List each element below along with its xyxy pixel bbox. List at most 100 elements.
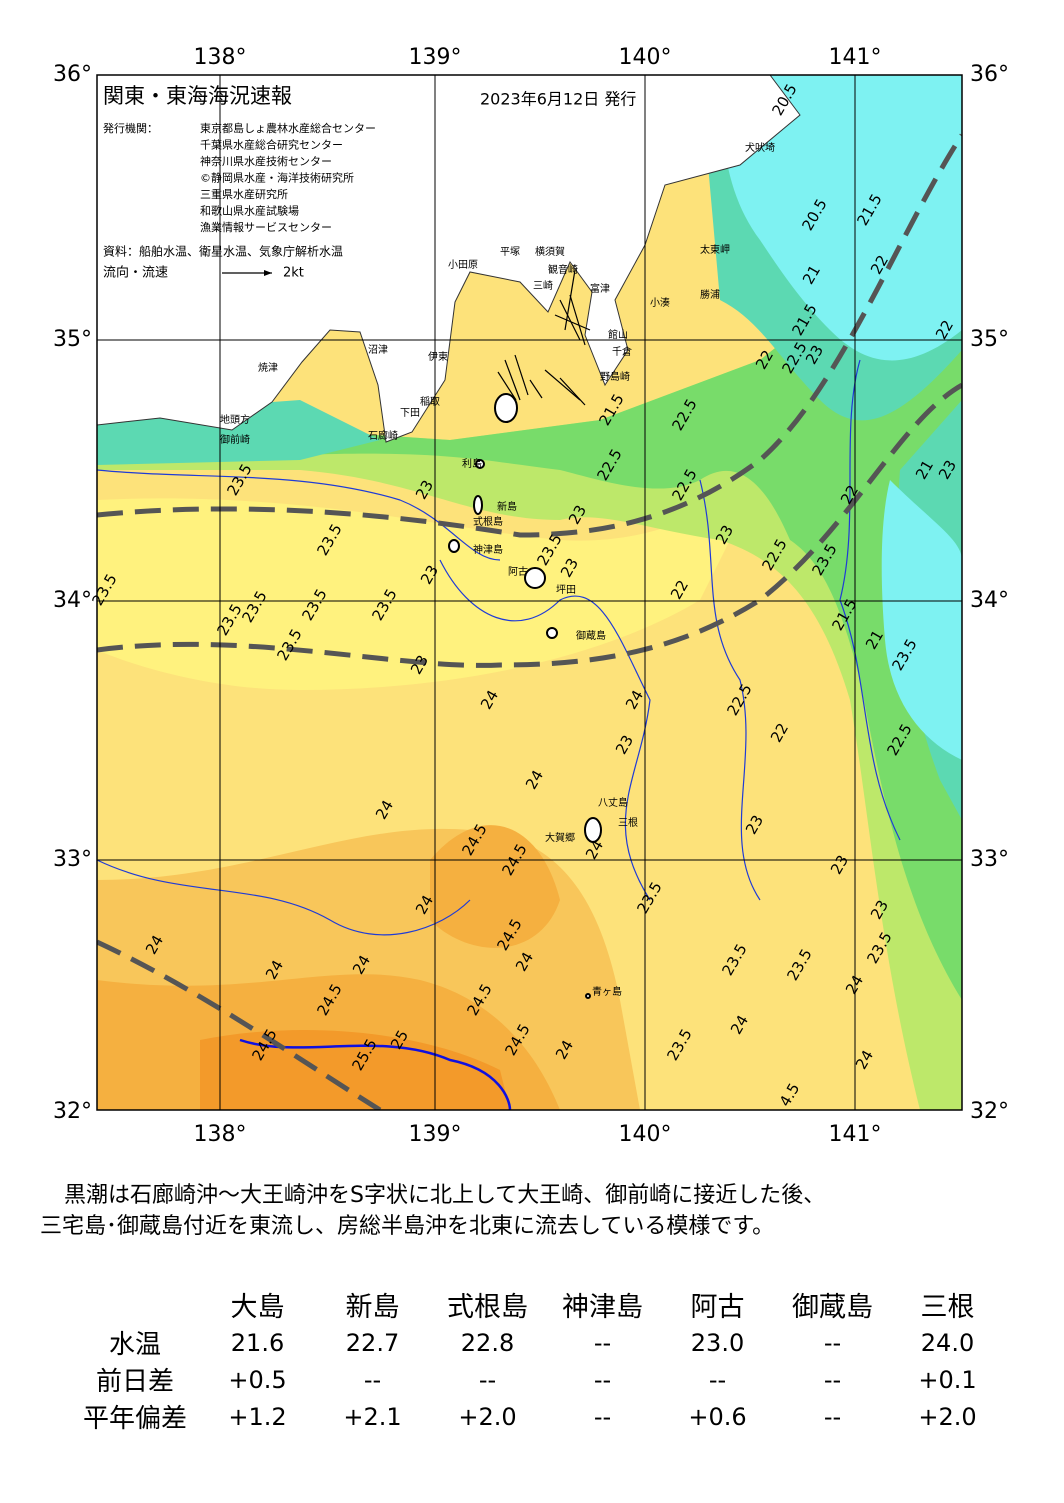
column-header: 阿古: [690, 1292, 745, 1323]
table-cell: --: [823, 1402, 842, 1431]
table-cell: --: [823, 1365, 842, 1394]
table-cell: +2.0: [918, 1402, 977, 1431]
table-cell: --: [478, 1365, 497, 1394]
table-cell: +2.1: [343, 1402, 402, 1431]
table-cell: +0.5: [228, 1365, 287, 1394]
place-name: 富津: [590, 282, 610, 295]
table-cell: 23.0: [690, 1328, 745, 1357]
table-cell: --: [363, 1365, 382, 1394]
latitude-label: 34°: [970, 588, 1009, 613]
place-name: 焼津: [258, 362, 278, 374]
row-label: 水温: [108, 1330, 161, 1360]
place-name: 野島崎: [600, 370, 630, 383]
table-cell: 24.0: [920, 1328, 975, 1357]
table-cell: +0.1: [918, 1365, 977, 1394]
table-cell: --: [593, 1328, 612, 1357]
issuer: 千葉県水産総合研究センター: [200, 138, 343, 152]
latitude-label: 32°: [53, 1099, 92, 1124]
place-name: 大賀郷: [545, 831, 575, 844]
table-cell: +1.2: [228, 1402, 287, 1431]
flow-legend-scale: 2kt: [283, 266, 304, 281]
latitude-label: 33°: [53, 847, 92, 872]
latitude-label: 36°: [970, 62, 1009, 87]
issuer: 東京都島しょ農林水産総合センター: [200, 121, 376, 135]
place-name: 利島: [462, 457, 482, 470]
summary-line: 黒潮は石廊崎沖～大王崎沖をS字状に北上して大王崎、御前崎に接近した後、: [64, 1183, 826, 1208]
place-name: 小田原: [448, 259, 478, 271]
column-header: 神津島: [562, 1292, 643, 1323]
place-name: 伊東: [428, 350, 448, 363]
issue-date: 2023年6月12日 発行: [480, 90, 636, 109]
table-cell: --: [823, 1328, 842, 1357]
place-name: 千倉: [612, 345, 632, 358]
column-header: 三根: [920, 1292, 975, 1323]
longitude-label: 140°: [619, 45, 672, 70]
place-name: 三崎: [533, 279, 553, 292]
table-cell: --: [593, 1365, 612, 1394]
table-row: 水温 21.6 22.7 22.8 -- 23.0 -- 24.0: [70, 1324, 1005, 1361]
table-cell: +0.6: [688, 1402, 747, 1431]
issuer: 漁業情報サービスセンター: [200, 220, 332, 234]
issuer: 神奈川県水産技術センター: [200, 154, 332, 168]
longitude-label: 141°: [829, 1122, 882, 1147]
place-name: 沼津: [368, 343, 388, 356]
table-row: 前日差 +0.5 -- -- -- -- -- +0.1: [70, 1361, 1005, 1398]
column-header: 御蔵島: [792, 1292, 873, 1323]
longitude-label: 138°: [194, 1122, 247, 1147]
issuer: 三重県水産研究所: [200, 187, 288, 201]
sea-temperature-map: 関東・東海海況速報 2023年6月12日 発行 発行機関： 資料：船舶水温、衛星…: [53, 45, 1009, 1147]
place-name: 八丈島: [598, 796, 628, 809]
issuer: ©静岡県水産・海洋技術研究所: [200, 171, 354, 185]
column-header: 新島: [345, 1292, 400, 1323]
place-name: 石廊崎: [368, 429, 398, 442]
place-name: 館山: [608, 328, 628, 341]
place-name: 横須賀: [535, 245, 565, 258]
flow-legend-label: 流向・流速: [103, 265, 168, 281]
place-name: 御前崎: [220, 433, 250, 446]
latitude-label: 35°: [53, 327, 92, 352]
place-name: 小湊: [650, 296, 670, 309]
longitude-label: 139°: [409, 45, 462, 70]
place-name: 観音崎: [548, 263, 578, 276]
table-row: 平年偏差 +1.2 +2.1 +2.0 -- +0.6 -- +2.0: [70, 1398, 1005, 1435]
longitude-label: 140°: [619, 1122, 672, 1147]
latitude-label: 34°: [53, 588, 92, 613]
table-cell: 22.7: [345, 1328, 400, 1357]
corner-cell: [70, 1285, 200, 1324]
issuers-label: 発行機関：: [103, 121, 158, 135]
place-name: 三根: [618, 816, 638, 829]
place-name: 青ヶ島: [592, 985, 622, 998]
place-name: 神津島: [473, 543, 503, 556]
place-name: 新島: [497, 500, 517, 513]
latitude-label: 33°: [970, 847, 1009, 872]
longitude-label: 139°: [409, 1122, 462, 1147]
place-name: 阿古: [508, 565, 528, 578]
place-name: 下田: [400, 408, 420, 419]
longitude-label: 138°: [194, 45, 247, 70]
table-cell: --: [708, 1365, 727, 1394]
table-header-row: 大島 新島 式根島 神津島 阿古 御蔵島 三根: [70, 1285, 1005, 1324]
table-cell: +2.0: [458, 1402, 517, 1431]
row-label: 平年偏差: [82, 1404, 187, 1434]
summary: 黒潮は石廊崎沖～大王崎沖をS字状に北上して大王崎、御前崎に接近した後、 三宅島･…: [40, 1180, 825, 1242]
column-header: 大島: [230, 1292, 285, 1323]
place-name: 稲取: [420, 396, 440, 408]
longitude-label: 141°: [829, 45, 882, 70]
flow-legend-arrowhead: [264, 270, 272, 276]
place-name: 坪田: [556, 583, 576, 596]
summary-line: 三宅島･御蔵島付近を東流し、房総半島沖を北東に流去している模様です。: [40, 1214, 775, 1239]
place-name: 平塚: [500, 246, 520, 258]
row-label: 前日差: [95, 1367, 174, 1397]
place-name: 地頭方: [220, 413, 250, 426]
place-name: 太東岬: [700, 243, 730, 256]
place-name: 勝浦: [700, 288, 720, 301]
table-cell: 22.8: [460, 1328, 515, 1357]
column-header: 式根島: [447, 1292, 528, 1323]
map-title: 関東・東海海況速報: [103, 84, 292, 108]
table-cell: --: [593, 1402, 612, 1431]
temperature-table: 大島 新島 式根島 神津島 阿古 御蔵島 三根水温 21.6 22.7 22.8 -- 23.0 -- 2…: [70, 1285, 1005, 1435]
table-cell: 21.6: [230, 1328, 285, 1357]
data-source: 資料：船舶水温、衛星水温、気象庁解析水温: [103, 244, 343, 259]
map-area: [97, 75, 962, 1110]
